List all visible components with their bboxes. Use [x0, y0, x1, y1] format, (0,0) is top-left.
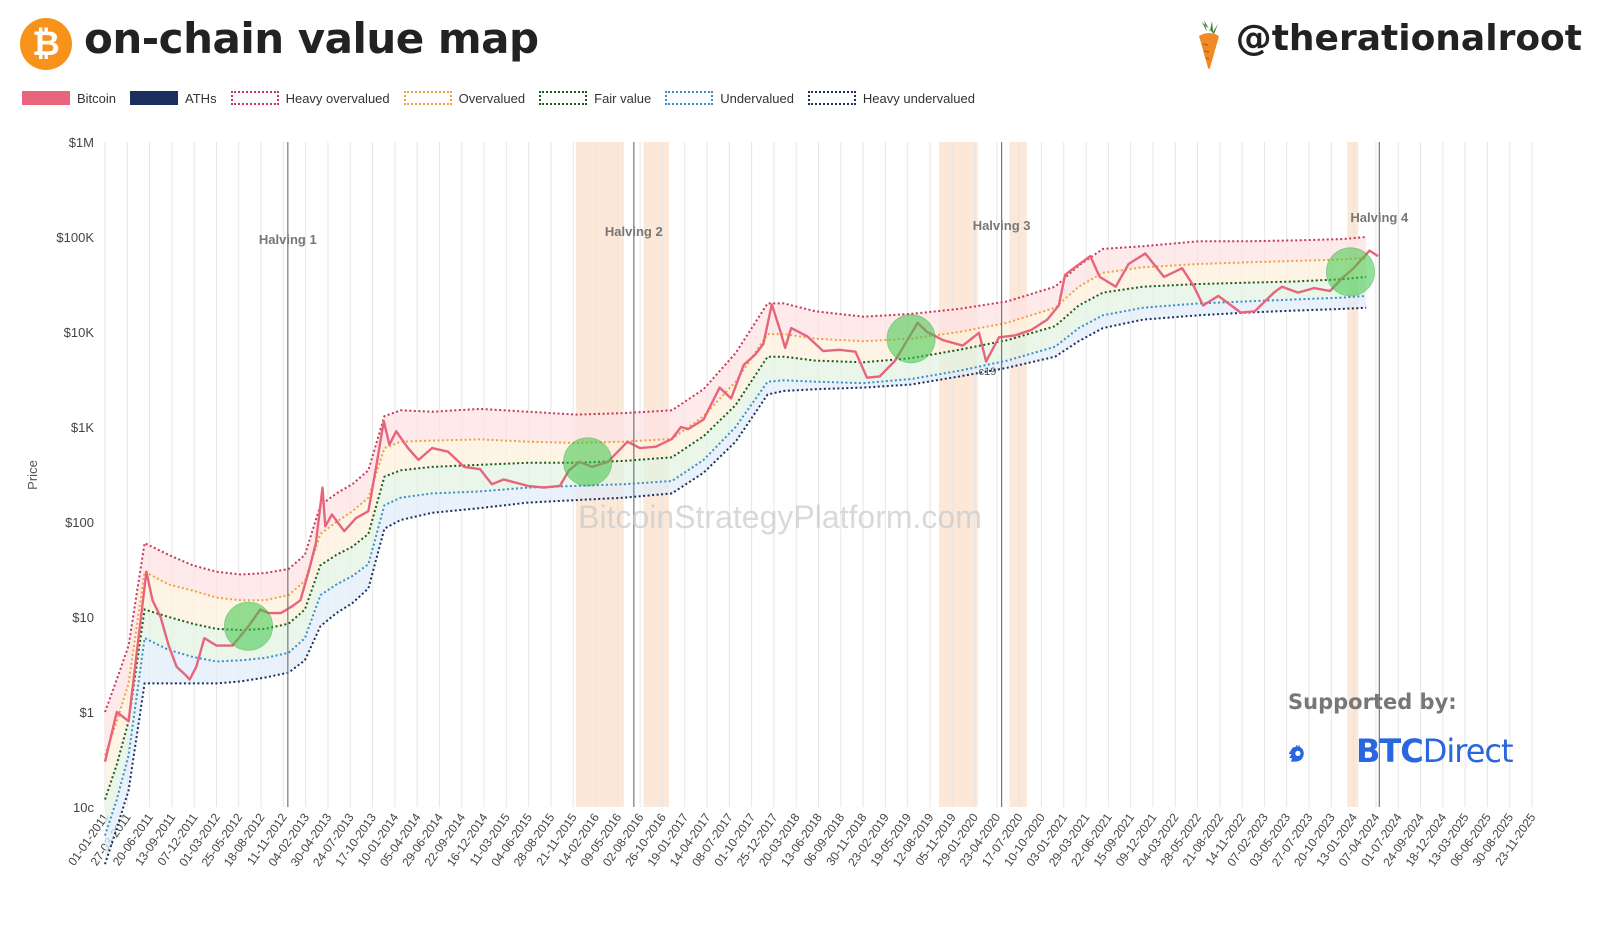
legend-swatch: [665, 91, 714, 105]
legend-item[interactable]: Bitcoin: [22, 91, 116, 106]
watermark: BitcoinStrategyPlatform.com: [578, 499, 982, 535]
legend-label: Fair value: [594, 90, 652, 106]
legend-item[interactable]: ATHs: [130, 91, 217, 106]
legend-label: Heavy overvalued: [285, 90, 390, 106]
halving-label: Halving 4: [1350, 210, 1409, 225]
page-title: on-chain value map: [84, 14, 539, 63]
band-fill: [105, 258, 1367, 800]
author-handle: @therationalroot: [1235, 18, 1582, 59]
highlight-circle: [886, 314, 936, 364]
halving-label: Halving 3: [973, 218, 1031, 233]
band-fill: [105, 237, 1367, 756]
bitcoin-logo-icon: ₿: [20, 18, 72, 70]
y-tick-label: $10K: [64, 325, 95, 340]
y-tick-label: 10c: [73, 800, 94, 815]
legend-swatch: [22, 91, 70, 105]
btcdirect-wordmark: BTCDirect: [1356, 732, 1514, 770]
legend-label: Undervalued: [720, 90, 794, 106]
legend-swatch: [403, 91, 452, 105]
y-tick-label: $1K: [71, 420, 94, 435]
chart: 01-01-201127-03-201120-06-201113-09-2011…: [25, 135, 1539, 869]
shaded-period: [1347, 142, 1359, 807]
supported-by-label: Supported by:: [1288, 690, 1457, 714]
legend-swatch: [130, 91, 179, 105]
legend-item[interactable]: Fair value: [539, 91, 651, 106]
y-tick-label: $10: [72, 610, 94, 625]
band-fill: [105, 295, 1367, 865]
halving-label: Halving 1: [259, 232, 317, 247]
highlight-circle: [563, 437, 613, 487]
legend-swatch: [539, 91, 588, 105]
band-line: [104, 294, 1367, 836]
y-tick-label: $1: [80, 705, 94, 720]
halving-label: Halving 2: [605, 224, 663, 239]
legend-label: ATHs: [185, 90, 217, 106]
band-line: [104, 236, 1367, 713]
highlight-circle: [1325, 247, 1375, 297]
y-tick-label: $100K: [56, 230, 94, 245]
band-fill: [105, 276, 1367, 836]
y-axis-label: Price: [25, 460, 40, 490]
legend-swatch: [230, 91, 279, 105]
band-line: [104, 306, 1367, 865]
y-tick-label: $1M: [69, 135, 94, 150]
highlight-circle: [223, 601, 273, 651]
sponsor-rest: Direct: [1422, 732, 1514, 770]
header: ₿ on-chain value map @therationalroot: [0, 0, 1600, 90]
legend-label: Bitcoin: [77, 90, 117, 106]
y-tick-label: $100: [65, 515, 94, 530]
chart-legend: Bitcoin ATHs Heavy overvalued Overvalued Fai…: [22, 88, 989, 108]
shaded-period: [1009, 142, 1027, 807]
legend-item[interactable]: Overvalued: [403, 90, 526, 106]
legend-swatch: [807, 91, 856, 105]
sponsor-bold: BTC: [1356, 732, 1424, 770]
legend-label: Overvalued: [458, 90, 526, 106]
shaded-period: [938, 142, 978, 807]
c19-annotation: c19: [979, 366, 997, 378]
legend-item[interactable]: Undervalued: [665, 91, 794, 106]
carrot-icon: [1199, 20, 1219, 69]
legend-label: Heavy undervalued: [862, 90, 975, 106]
btcdirect-logo-icon: [1288, 745, 1304, 762]
legend-item[interactable]: Heavy undervalued: [807, 90, 975, 106]
legend-item[interactable]: Heavy overvalued: [230, 90, 390, 106]
bitcoin-price-line: [103, 249, 1379, 762]
